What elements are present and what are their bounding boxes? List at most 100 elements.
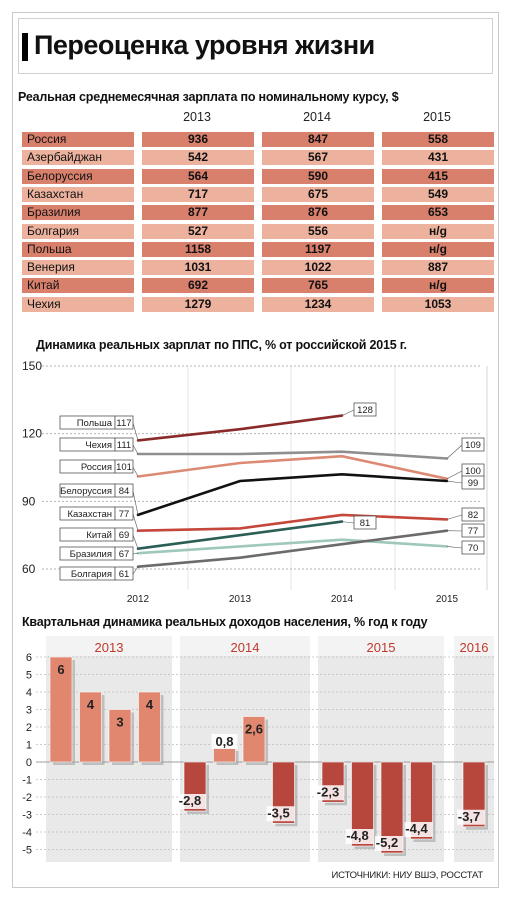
bar-ytick: 1	[26, 740, 32, 752]
bar-ytick: 2	[26, 722, 32, 734]
bar-value-label: 2,6	[245, 722, 263, 737]
bar	[108, 709, 132, 763]
table-country-cell: Казахстан	[22, 186, 134, 202]
line-start-label: Бразилия 67	[59, 546, 139, 561]
table-value-cell: 936	[142, 132, 254, 147]
table-country-cell: Венерия	[22, 260, 134, 276]
line-series-Казахстан	[136, 513, 449, 532]
table-value-cell: 567	[262, 150, 374, 166]
line-start-label: Польша 117	[59, 415, 139, 441]
source-note: ИСТОЧНИКИ: НИУ ВШЭ, РОССТАТ	[331, 870, 483, 881]
bar-year-header	[46, 636, 172, 656]
bar-ytick: -1	[22, 775, 32, 787]
line-series-Бразилия	[136, 538, 449, 555]
line-start-label: Болгария 61	[59, 566, 139, 581]
svg-text:99: 99	[468, 478, 479, 489]
table-value-cell: 556	[262, 223, 374, 239]
bar-ytick: -4	[22, 827, 32, 839]
svg-text:111: 111	[117, 440, 131, 451]
table-value-cell: 549	[382, 186, 494, 202]
table-value-cell: 590	[262, 168, 374, 184]
bar-year-header	[454, 636, 494, 656]
bar-value-label: -2,3	[317, 784, 339, 799]
line-series-Польша	[136, 414, 344, 442]
bar-year-header	[318, 636, 444, 656]
bar-value-label: -3,5	[267, 805, 289, 820]
table-country-cell: Чехия	[22, 296, 134, 312]
bar	[380, 761, 404, 854]
bar-value-label: -3,7	[458, 809, 480, 824]
bar-label-bg	[345, 829, 374, 844]
bar-value-label: 4	[87, 697, 95, 712]
bar-year-header	[180, 636, 310, 656]
table-value-cell: н/g	[382, 223, 494, 239]
table-year-2014: 2014	[303, 110, 331, 124]
bar-ytick: 5	[26, 670, 32, 682]
title-box	[18, 18, 493, 74]
table-country-cell: Россия	[22, 132, 134, 147]
line-chart-ytick: 60	[22, 562, 36, 576]
line-start-label: Казахстан 77	[59, 506, 139, 531]
title-marker	[22, 33, 28, 61]
bar-value-label: 6	[57, 662, 64, 677]
table-value-cell: 1197	[262, 241, 374, 257]
bar-label-bg	[457, 809, 485, 825]
bar-label-bg	[404, 822, 433, 837]
svg-text:Китай: Китай	[86, 530, 112, 541]
table-country-cell: Китай	[22, 278, 134, 294]
line-chart-xtick: 2012	[127, 594, 150, 605]
table-country-cell: Бразилия	[22, 205, 134, 221]
table-value-cell: 765	[262, 278, 374, 294]
bar-chart-title: Квартальная динамика реальных доходов на…	[22, 615, 428, 629]
bar-value-label: 4	[146, 697, 154, 712]
line-end-label: 109	[446, 437, 485, 459]
bar-label-bg	[375, 836, 403, 851]
bar-value-label: -5,2	[376, 835, 398, 850]
line-end-label: 77	[446, 523, 485, 538]
svg-text:67: 67	[119, 549, 130, 560]
table-value-cell: 653	[382, 205, 494, 221]
line-chart-xtick: 2015	[436, 594, 459, 605]
svg-text:81: 81	[360, 518, 371, 529]
bar-ytick: -3	[22, 810, 32, 822]
svg-text:100: 100	[465, 466, 481, 477]
svg-text:Казахстан: Казахстан	[67, 509, 112, 520]
table-value-cell: 558	[382, 132, 494, 147]
table-value-cell: 527	[142, 223, 254, 239]
table-value-cell: н/g	[382, 278, 494, 294]
bar	[213, 747, 236, 763]
table-value-cell: 675	[262, 186, 374, 202]
line-series-Россия	[136, 454, 449, 481]
bar	[79, 691, 102, 763]
line-series-Белоруссия	[136, 472, 449, 517]
table-value-cell: 542	[142, 150, 254, 166]
line-chart-ytick: 120	[22, 427, 42, 441]
table-year-2013: 2013	[183, 110, 211, 124]
line-end-label: 82	[446, 507, 485, 522]
svg-text:77: 77	[119, 509, 130, 520]
bar-ytick: -5	[22, 845, 32, 857]
line-chart-title: Динамика реальных зарплат по ППС, % от р…	[36, 338, 407, 352]
table-value-cell: 1158	[142, 241, 254, 257]
line-series-Болгария	[136, 529, 449, 568]
line-end-label: 99	[446, 475, 485, 490]
table-value-cell: 877	[142, 205, 254, 221]
svg-text:61: 61	[119, 569, 130, 580]
svg-text:Польша: Польша	[77, 418, 113, 429]
table-value-cell: 1234	[262, 296, 374, 312]
table-value-cell: 887	[382, 260, 494, 276]
bar-ytick: -2	[22, 792, 32, 804]
table-value-cell: 1053	[382, 296, 494, 312]
bar-year-label: 2015	[367, 640, 396, 655]
bar-ytick: 6	[26, 652, 32, 664]
table-country-cell: Белоруссия	[22, 168, 134, 184]
bar-ytick: 3	[26, 705, 32, 717]
svg-text:128: 128	[357, 405, 373, 416]
bar-year-label: 2013	[95, 640, 124, 655]
svg-text:101: 101	[116, 462, 132, 473]
svg-text:70: 70	[468, 543, 479, 554]
table-value-cell: 876	[262, 205, 374, 221]
bar-label-bg	[316, 785, 344, 801]
